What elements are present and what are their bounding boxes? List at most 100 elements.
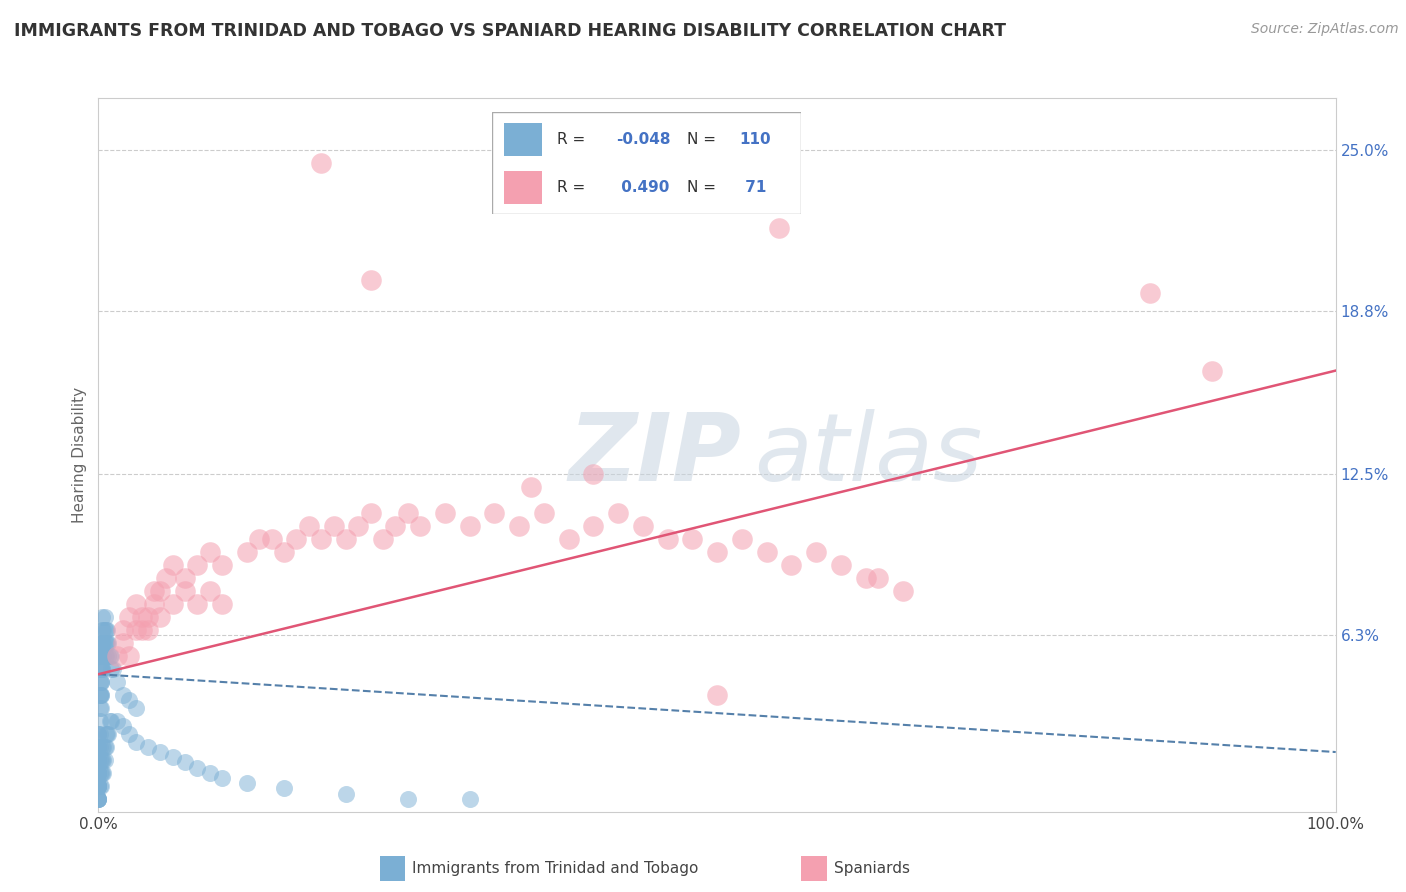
Text: N =: N =: [688, 132, 716, 146]
Point: [681, 533, 703, 547]
Point: [174, 584, 197, 599]
Point: [105, 714, 128, 728]
Point: [87, 791, 110, 805]
Text: IMMIGRANTS FROM TRINIDAD AND TOBAGO VS SPANIARD HEARING DISABILITY CORRELATION C: IMMIGRANTS FROM TRINIDAD AND TOBAGO VS S…: [14, 22, 1007, 40]
Point: [582, 467, 605, 482]
Point: [87, 739, 110, 754]
Point: [768, 220, 790, 235]
Point: [830, 558, 852, 573]
Point: [557, 533, 579, 547]
Point: [87, 791, 110, 805]
Point: [198, 765, 221, 780]
Point: [94, 739, 117, 754]
Point: [91, 753, 114, 767]
Point: [322, 519, 344, 533]
Point: [91, 648, 114, 663]
Point: [891, 584, 914, 599]
Point: [360, 273, 382, 287]
Point: [89, 701, 111, 715]
Point: [93, 648, 115, 663]
Point: [91, 636, 114, 650]
Point: [508, 519, 530, 533]
Point: [96, 727, 118, 741]
Point: [112, 719, 135, 733]
Point: [309, 156, 332, 170]
Point: [533, 506, 555, 520]
Point: [236, 776, 259, 790]
Point: [87, 779, 110, 793]
Point: [186, 558, 208, 573]
Point: [755, 545, 778, 559]
Point: [1139, 285, 1161, 300]
Point: [87, 779, 110, 793]
Point: [631, 519, 654, 533]
Point: [118, 648, 141, 663]
Point: [89, 688, 111, 702]
Point: [131, 623, 153, 637]
Point: [520, 480, 543, 494]
Point: [124, 623, 146, 637]
Point: [124, 597, 146, 611]
Point: [396, 506, 419, 520]
Point: [93, 753, 115, 767]
Point: [607, 506, 630, 520]
Text: -0.048: -0.048: [616, 132, 671, 146]
Point: [100, 662, 122, 676]
Point: [118, 727, 141, 741]
Point: [89, 779, 111, 793]
Point: [285, 533, 308, 547]
FancyBboxPatch shape: [492, 112, 801, 214]
Point: [371, 533, 394, 547]
Point: [335, 787, 357, 801]
Point: [87, 753, 110, 767]
Point: [155, 571, 177, 585]
Point: [97, 648, 120, 663]
Point: [124, 701, 146, 715]
Point: [87, 739, 110, 754]
Point: [89, 739, 111, 754]
Point: [91, 739, 114, 754]
Point: [484, 506, 506, 520]
Point: [93, 610, 115, 624]
Point: [87, 779, 110, 793]
Text: atlas: atlas: [754, 409, 983, 500]
Point: [94, 623, 117, 637]
Point: [91, 648, 114, 663]
Point: [91, 765, 114, 780]
Point: [90, 688, 112, 702]
Point: [90, 675, 112, 690]
Point: [866, 571, 889, 585]
Point: [94, 648, 117, 663]
Point: [90, 636, 112, 650]
Point: [149, 584, 172, 599]
Point: [94, 727, 117, 741]
Point: [90, 662, 112, 676]
Point: [582, 519, 605, 533]
Point: [396, 791, 419, 805]
Point: [706, 545, 728, 559]
Text: ZIP: ZIP: [569, 409, 742, 501]
Point: [211, 597, 233, 611]
Point: [384, 519, 406, 533]
Point: [105, 648, 128, 663]
Point: [149, 610, 172, 624]
Point: [657, 533, 679, 547]
Point: [89, 688, 111, 702]
Point: [87, 727, 110, 741]
Point: [131, 610, 153, 624]
Point: [98, 648, 121, 663]
Point: [97, 636, 120, 650]
Point: [143, 584, 166, 599]
Point: [273, 545, 295, 559]
Point: [1201, 363, 1223, 377]
Point: [87, 765, 110, 780]
Point: [87, 791, 110, 805]
Point: [309, 533, 332, 547]
Point: [93, 648, 115, 663]
Point: [118, 610, 141, 624]
FancyBboxPatch shape: [505, 171, 541, 204]
Point: [89, 662, 111, 676]
Point: [87, 765, 110, 780]
Point: [91, 623, 114, 637]
Point: [89, 765, 111, 780]
